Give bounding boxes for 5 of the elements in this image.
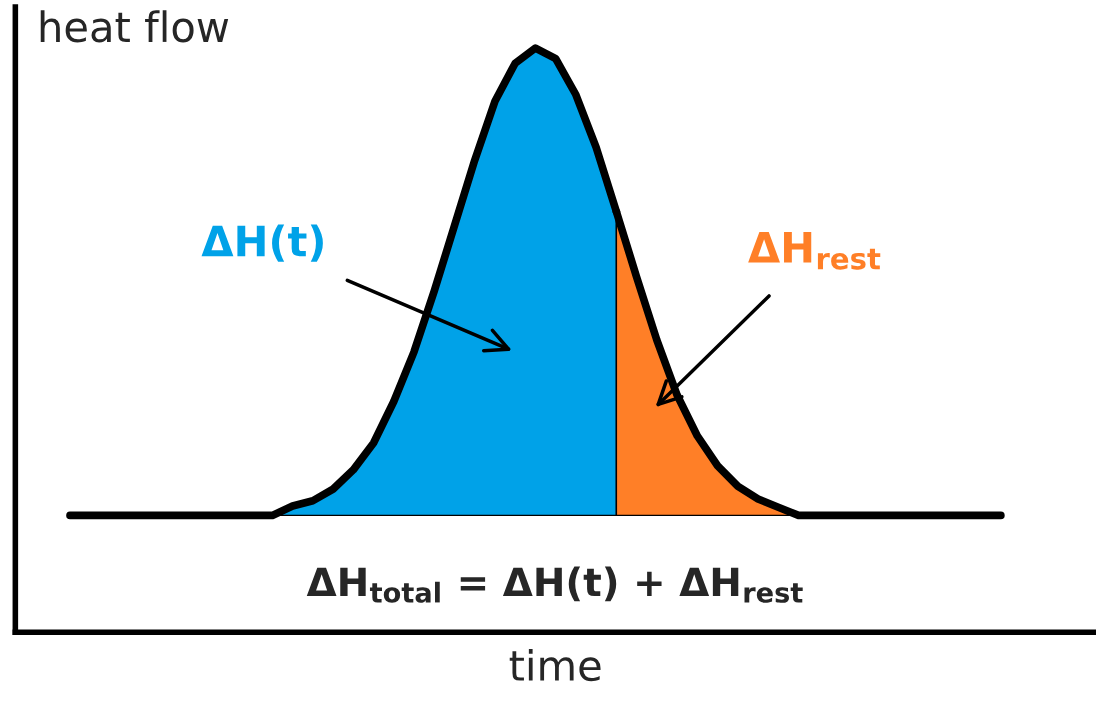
text: ΔH(t) xyxy=(201,224,323,262)
text: ΔH$_{rest}$ xyxy=(748,232,881,270)
x-axis-title: time xyxy=(509,648,601,682)
annotation: ΔH$_{total}$ = ΔH(t) + ΔH$_{rest}$ xyxy=(306,566,803,603)
y-axis-title: heat flow xyxy=(40,10,229,43)
